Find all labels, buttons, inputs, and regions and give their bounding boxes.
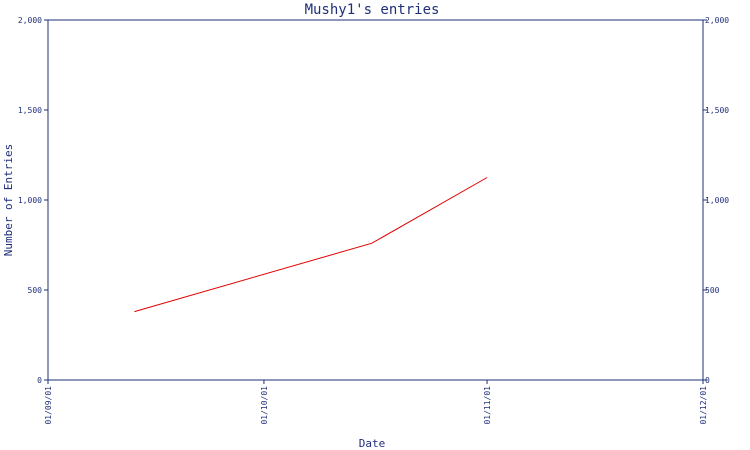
y-tick-label-left: 500 xyxy=(28,286,43,295)
y-tick-label-left: 1,500 xyxy=(18,106,42,115)
y-axis-label: Number of Entries xyxy=(2,144,15,257)
y-tick-label-right: 2,000 xyxy=(705,16,729,25)
y-tick-label-right: 0 xyxy=(705,376,710,385)
chart-title: Mushy1's entries xyxy=(305,2,440,18)
x-tick-label: 01/11/01 xyxy=(483,386,492,425)
x-tick-label: 01/09/01 xyxy=(44,386,53,425)
y-tick-label-right: 1,000 xyxy=(705,196,729,205)
x-tick-label: 01/10/01 xyxy=(260,386,269,425)
x-axis-label: Date xyxy=(359,437,386,450)
y-tick-label-left: 0 xyxy=(37,376,42,385)
y-tick-label-right: 500 xyxy=(705,286,720,295)
y-tick-label-right: 1,500 xyxy=(705,106,729,115)
series-line xyxy=(134,177,488,313)
y-tick-label-left: 2,000 xyxy=(18,16,42,25)
x-tick-label: 01/12/01 xyxy=(699,386,708,425)
plot-frame xyxy=(47,19,704,381)
y-tick-label-left: 1,000 xyxy=(18,196,42,205)
y-axis-right: 0 500 1,000 1,500 2,000 xyxy=(703,16,729,385)
x-axis: 01/09/01 01/10/01 01/11/01 01/12/01 xyxy=(44,380,708,425)
y-axis-left: 0 500 1,000 1,500 2,000 xyxy=(18,16,48,385)
